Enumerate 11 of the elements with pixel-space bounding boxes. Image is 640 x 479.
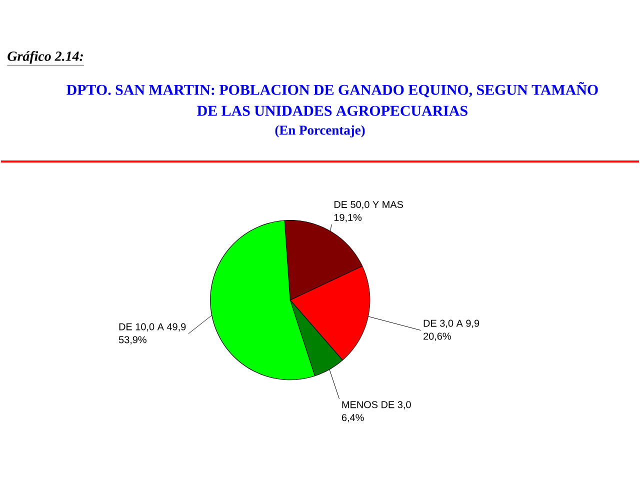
data-label: 19,1% <box>334 214 362 222</box>
chart-subtitle: (En Porcentaje) <box>275 125 365 138</box>
data-label: 53,9% <box>118 336 146 345</box>
slice-label: DE 10,0 A 49,9 <box>119 323 186 332</box>
chart-title: DPTO. SAN MARTIN: POBLACION DE GANADO EQUINO, SEGUN TAMAÑO DE LAS UNIDADES AGROPECUARIAS <box>66 82 598 116</box>
slice-label: DE 50,0 Y MAS <box>334 201 404 210</box>
text: Gráfico 2.14: <box>8 51 83 64</box>
slice-label: MENOS DE 3,0 <box>342 401 411 410</box>
slice-label: DE 3,0 A 9,9 <box>424 320 480 328</box>
data-label: 6,4% <box>342 414 364 423</box>
data-label: 20,6% <box>424 332 451 342</box>
